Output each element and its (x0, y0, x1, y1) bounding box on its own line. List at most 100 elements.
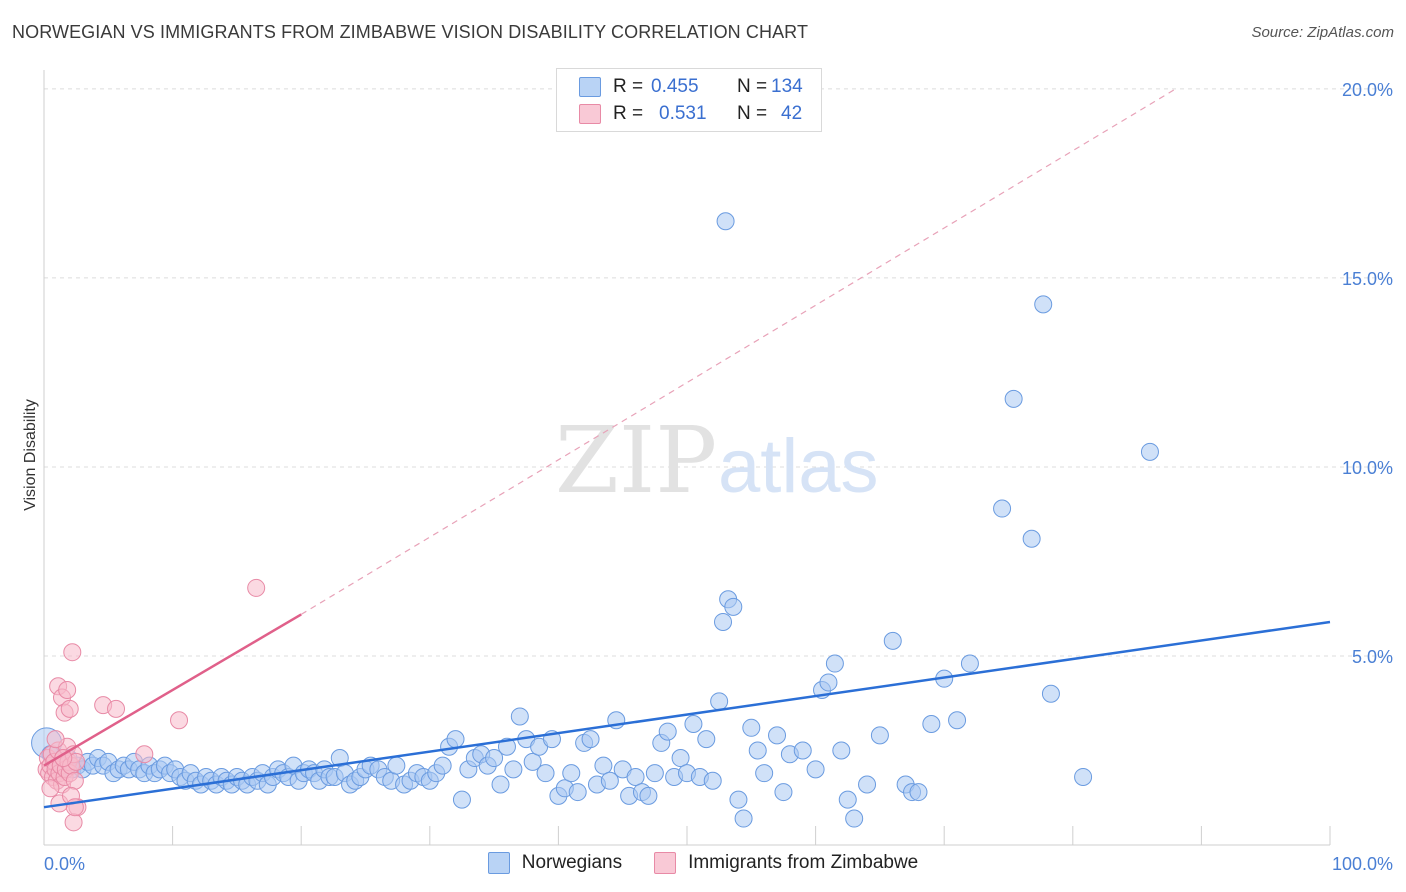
point-norwegian (993, 499, 1012, 518)
point-norwegian (768, 726, 787, 745)
point-norwegian (1022, 529, 1041, 548)
point-zimbabwe (65, 771, 84, 790)
point-norwegian (742, 718, 761, 737)
point-norwegian (729, 790, 748, 809)
y-tick-label: 15.0% (1342, 269, 1393, 289)
point-norwegian (825, 654, 844, 673)
point-norwegian (806, 760, 825, 779)
point-norwegian (793, 741, 812, 760)
bottom-legend-label-norwegians: Norwegians (521, 852, 623, 873)
point-norwegian (504, 760, 523, 779)
point-norwegian (838, 790, 857, 809)
point-norwegian (755, 764, 774, 783)
point-norwegian (485, 749, 504, 768)
point-norwegian (446, 730, 465, 749)
point-norwegian (948, 711, 967, 730)
legend-n-label: N = (737, 103, 768, 124)
point-norwegian (832, 741, 851, 760)
point-norwegian (819, 673, 838, 692)
point-zimbabwe (135, 745, 154, 764)
bottom-legend-swatch-zimbabwe (654, 852, 677, 874)
point-norwegian (433, 756, 452, 775)
point-norwegian (387, 756, 406, 775)
legend-swatch-zimbabwe (579, 104, 601, 124)
axes (43, 70, 1331, 846)
y-tick-label: 10.0% (1342, 458, 1393, 478)
point-norwegian (724, 597, 743, 616)
point-norwegian (845, 809, 864, 828)
point-norwegian (922, 715, 941, 734)
point-zimbabwe (107, 699, 126, 718)
point-norwegian (734, 809, 753, 828)
point-norwegian (883, 631, 902, 650)
point-norwegian (671, 749, 690, 768)
point-norwegian (774, 783, 793, 802)
bottom-legend: Norwegians Immigrants from Zimbabwe (0, 852, 1406, 874)
legend-r-value: 0.531 (659, 103, 707, 124)
point-norwegian (716, 212, 735, 231)
bottom-legend-swatch-norwegians (487, 852, 510, 874)
legend-row-norwegians: R = 0.455 N = 134 (557, 75, 803, 99)
data-points (31, 212, 1159, 832)
point-zimbabwe (64, 813, 83, 832)
point-norwegian (536, 764, 555, 783)
point-norwegian (684, 715, 703, 734)
point-zimbabwe (46, 730, 65, 749)
legend-r-label: R = (613, 103, 644, 124)
point-norwegian (562, 764, 581, 783)
chart-title: NORWEGIAN VS IMMIGRANTS FROM ZIMBABWE VI… (12, 22, 809, 42)
point-norwegian (870, 726, 889, 745)
point-zimbabwe (41, 779, 60, 798)
point-norwegian (581, 730, 600, 749)
trend-line-norwegians (43, 620, 1331, 809)
legend-n-label: N = (737, 76, 768, 97)
point-norwegian (1004, 389, 1023, 408)
point-zimbabwe (170, 711, 189, 730)
grid (44, 88, 1395, 657)
point-norwegian (658, 722, 677, 741)
point-norwegian (697, 730, 716, 749)
point-zimbabwe (60, 699, 79, 718)
point-norwegian (452, 790, 471, 809)
bottom-legend-norwegians: Norwegians (487, 852, 623, 874)
source-label: Source: ZipAtlas.com (1251, 24, 1394, 41)
point-norwegian (645, 764, 664, 783)
watermark-atlas: atlas (718, 424, 879, 509)
point-norwegian (1140, 442, 1159, 461)
point-zimbabwe (58, 681, 77, 699)
point-norwegian (491, 775, 510, 794)
watermark: ZIP atlas (555, 407, 879, 514)
point-norwegian (909, 783, 928, 802)
point-norwegian (639, 786, 658, 805)
point-norwegian (600, 771, 619, 790)
point-norwegian (510, 707, 529, 726)
tick-labels: 5.0% 10.0% 15.0% 20.0% 0.0% 100.0% (44, 80, 1393, 874)
trend-lines (43, 88, 1331, 809)
legend: R = 0.455 N = 134 R = 0.531 N = 42 (556, 68, 822, 132)
point-norwegian (594, 756, 613, 775)
point-norwegian (626, 767, 645, 786)
legend-n-value: 134 (771, 76, 803, 97)
legend-swatch-norwegians (579, 77, 601, 97)
point-norwegian (523, 752, 542, 771)
legend-r-label: R = (613, 76, 644, 97)
watermark-zip: ZIP (555, 407, 717, 514)
trend-line-zimbabwe (43, 613, 302, 767)
x-tick-label-max: 100.0% (1332, 854, 1393, 874)
point-norwegian (497, 737, 516, 756)
point-zimbabwe (63, 643, 82, 662)
point-norwegian (1074, 767, 1093, 786)
point-norwegian (858, 775, 877, 794)
y-tick-label: 20.0% (1342, 80, 1393, 100)
trend-line-zimbabwe-extension (300, 88, 1176, 615)
legend-n-value: 42 (781, 103, 803, 124)
legend-r-value: 0.455 (651, 76, 699, 97)
point-norwegian (1041, 684, 1060, 703)
point-norwegian (1034, 295, 1053, 314)
point-norwegian (568, 783, 587, 802)
y-axis-label: Vision Disability (22, 399, 39, 511)
x-tick-label-min: 0.0% (44, 854, 85, 874)
point-zimbabwe (247, 578, 266, 597)
point-norwegian (714, 612, 733, 631)
